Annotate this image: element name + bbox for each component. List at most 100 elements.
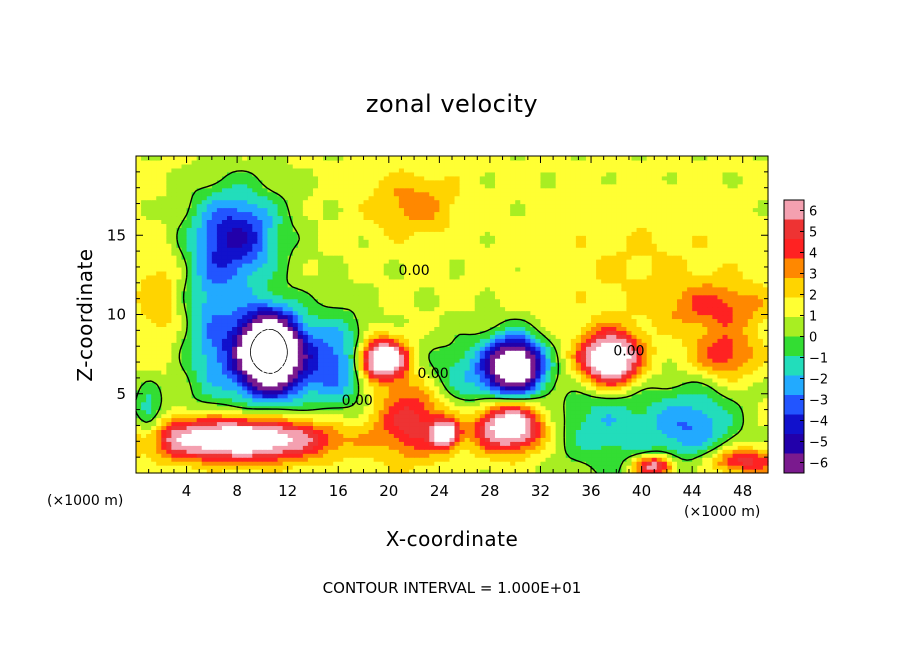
field-cell [333,326,339,331]
field-cell [221,354,228,359]
field-cell [762,366,769,371]
field-cell [676,449,683,454]
field-cell [312,421,319,427]
field-cell [616,350,622,355]
field-cell [242,413,248,419]
field-cell [146,373,152,379]
field-cell [216,425,223,431]
field-cell [651,405,658,411]
field-cell [383,421,390,427]
field-cell [585,369,592,375]
field-cell [247,401,253,407]
field-cell [232,350,238,355]
field-cell [742,373,749,379]
field-cell [206,338,213,343]
field-cell [393,441,400,446]
field-cell [631,318,638,324]
field-cell [722,453,729,458]
field-cell [186,326,193,331]
field-cell [626,334,633,339]
field-cell [555,318,562,324]
field-cell [737,413,744,419]
field-cell [449,393,456,399]
field-cell [636,314,643,320]
field-cell [454,350,461,355]
field-cell [358,461,365,466]
field-cell [747,397,754,403]
field-cell [292,366,299,371]
field-cell [277,413,284,419]
field-cell [484,401,491,407]
field-cell [469,453,476,458]
field-cell [221,330,228,335]
field-cell [530,338,537,343]
field-cell [520,457,526,462]
field-cell [540,445,547,450]
field-cell [318,334,324,339]
field-cell [378,358,385,363]
field-cell [444,334,451,339]
field-cell [601,366,607,371]
field-cell [742,354,749,359]
field-cell [621,381,628,387]
field-cell [176,421,183,427]
field-cell [550,449,557,454]
field-cell [449,330,456,335]
field-cell [318,322,324,327]
field-cell [525,330,531,335]
field-cell [646,373,653,379]
field-cell [328,354,334,359]
field-cell [550,417,557,423]
field-cell [661,393,668,399]
field-cell [550,389,557,395]
field-cell [323,445,329,450]
field-cell [424,377,430,383]
field-cell [601,445,607,450]
field-cell [459,373,466,379]
field-cell [378,433,385,438]
field-cell [752,421,759,427]
field-cell [156,393,162,399]
field-cell [216,429,223,434]
field-cell [580,334,587,339]
field-cell [752,433,759,438]
field-cell [201,373,208,379]
field-cell [267,433,274,438]
field-cell [717,401,724,407]
field-cell [656,354,663,359]
field-cell [181,314,188,320]
field-cell [353,421,360,427]
field-cell [363,429,370,434]
field-cell [434,429,440,434]
field-cell [591,449,597,454]
field-cell [151,421,157,427]
field-cell [676,429,683,434]
field-cell [449,362,456,367]
field-cell [707,437,713,442]
field-cell [429,409,435,415]
field-cell [373,354,380,359]
field-cell [424,433,430,438]
field-cell [631,457,638,462]
field-cell [434,326,440,331]
field-cell [682,421,688,427]
field-cell [282,322,289,327]
field-cell [676,425,683,431]
field-cell [651,393,658,399]
field-cell [424,397,430,403]
field-cell [596,465,602,470]
field-cell [136,338,142,343]
field-cell [161,441,167,446]
field-cell [363,330,370,335]
field-cell [747,449,754,454]
field-cell [232,453,238,458]
field-cell [449,381,456,387]
field-cell [661,377,668,383]
field-cell [242,385,248,391]
field-cell [363,425,370,431]
field-cell [702,334,708,339]
field-cell [596,389,602,395]
field-cell [323,342,329,347]
field-cell [656,389,663,395]
field-cell [191,405,198,411]
